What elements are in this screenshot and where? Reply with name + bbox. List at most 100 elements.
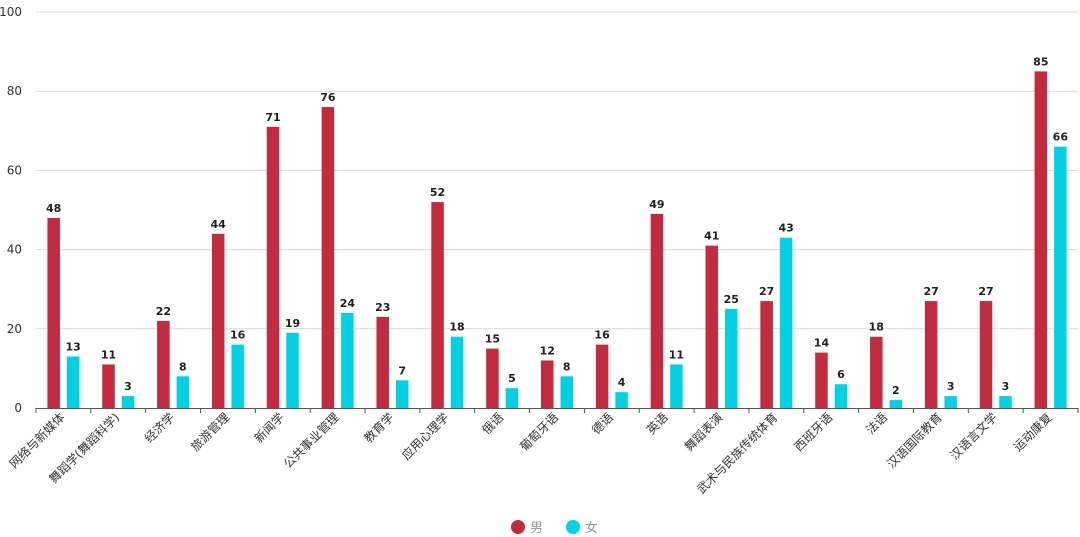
bar-male[interactable] bbox=[321, 107, 335, 408]
y-tick-label: 80 bbox=[7, 84, 22, 98]
x-category-label: 西班牙语 bbox=[791, 410, 835, 454]
bar-male[interactable] bbox=[870, 336, 883, 408]
data-label: 3 bbox=[124, 380, 132, 393]
data-label: 23 bbox=[375, 301, 390, 314]
bar-male[interactable] bbox=[102, 364, 115, 408]
data-label: 8 bbox=[179, 360, 187, 373]
bar-female[interactable] bbox=[944, 396, 957, 408]
bar-male[interactable] bbox=[705, 245, 719, 408]
data-label: 15 bbox=[485, 333, 500, 346]
data-label: 6 bbox=[837, 368, 845, 381]
bar-female[interactable] bbox=[231, 344, 244, 408]
data-label: 22 bbox=[156, 305, 171, 318]
y-tick-label: 0 bbox=[14, 401, 22, 415]
x-category-label: 葡萄牙语 bbox=[517, 410, 561, 454]
bar-female[interactable] bbox=[341, 312, 354, 408]
y-tick-label: 100 bbox=[0, 5, 22, 19]
bar-male[interactable] bbox=[157, 320, 170, 408]
data-label: 14 bbox=[814, 337, 830, 350]
bar-female[interactable] bbox=[560, 376, 574, 408]
x-axis: 网络与新媒体舞蹈学(舞蹈科学) 经济学 旅游管理 新闻学公共事业管理 教育学 应用心理学俄… bbox=[6, 408, 1079, 496]
data-label: 3 bbox=[947, 380, 955, 393]
bar-female[interactable] bbox=[1054, 146, 1067, 408]
legend-item-female[interactable]: 女 bbox=[566, 520, 598, 536]
data-label: 76 bbox=[320, 91, 336, 104]
bar-male[interactable] bbox=[924, 301, 938, 408]
data-label: 27 bbox=[978, 285, 993, 298]
legend[interactable]: 男女 bbox=[511, 520, 598, 536]
data-label: 7 bbox=[398, 364, 406, 377]
bar-female[interactable] bbox=[450, 336, 464, 408]
data-label: 12 bbox=[540, 344, 555, 357]
bar-male[interactable] bbox=[979, 301, 993, 408]
data-label: 4 bbox=[618, 376, 626, 389]
data-label: 8 bbox=[563, 360, 571, 373]
data-label: 5 bbox=[508, 372, 516, 385]
data-label: 19 bbox=[285, 317, 300, 330]
data-label: 44 bbox=[211, 218, 227, 231]
bar-male[interactable] bbox=[650, 213, 664, 408]
data-label: 11 bbox=[669, 348, 684, 361]
legend-item-male[interactable]: 男 bbox=[511, 520, 543, 536]
x-category-label: 经济学 bbox=[141, 410, 177, 446]
x-category-label: 旅游管理 bbox=[188, 410, 233, 455]
x-category-label: 网络与新媒体 bbox=[6, 410, 68, 472]
bar-female[interactable] bbox=[615, 392, 628, 408]
bar-male[interactable] bbox=[815, 352, 828, 408]
x-category-label: 法语 bbox=[863, 410, 890, 437]
bar-male[interactable] bbox=[266, 126, 280, 408]
x-category-label: 公共事业管理 bbox=[280, 410, 342, 472]
y-tick-label: 60 bbox=[7, 163, 22, 177]
data-label: 43 bbox=[778, 222, 793, 235]
x-category-label: 运动康复 bbox=[1010, 410, 1055, 455]
bar-male[interactable] bbox=[47, 217, 60, 408]
bar-male[interactable] bbox=[211, 233, 225, 408]
x-category-label: 舞蹈表演 bbox=[681, 410, 726, 455]
bar-male[interactable] bbox=[431, 202, 444, 408]
bar-female[interactable] bbox=[999, 396, 1012, 408]
bar-female[interactable] bbox=[66, 356, 80, 408]
data-label: 27 bbox=[759, 285, 774, 298]
bar-male[interactable] bbox=[595, 344, 609, 408]
bar-male[interactable] bbox=[376, 316, 389, 408]
legend-marker bbox=[511, 520, 525, 534]
legend-label: 女 bbox=[585, 520, 598, 536]
data-label: 18 bbox=[869, 321, 884, 334]
data-label: 66 bbox=[1053, 131, 1069, 144]
bar-female[interactable] bbox=[121, 396, 135, 408]
bar-male[interactable] bbox=[760, 301, 773, 408]
bar-female[interactable] bbox=[725, 309, 738, 408]
bar-male[interactable] bbox=[541, 360, 554, 408]
x-category-label: 德语 bbox=[588, 410, 616, 438]
x-category-label: 俄语 bbox=[479, 410, 506, 437]
bar-female[interactable] bbox=[670, 364, 683, 408]
bar-male[interactable] bbox=[1034, 71, 1048, 409]
data-label: 25 bbox=[724, 293, 739, 306]
x-category-label: 应用心理学 bbox=[398, 410, 451, 463]
bar-male[interactable] bbox=[486, 348, 499, 408]
legend-label: 男 bbox=[530, 521, 543, 536]
data-label: 49 bbox=[649, 198, 664, 211]
bar-female[interactable] bbox=[176, 376, 190, 408]
data-label: 2 bbox=[892, 384, 900, 397]
bar-female[interactable] bbox=[505, 388, 519, 408]
data-label: 13 bbox=[66, 341, 81, 354]
data-label: 52 bbox=[430, 186, 445, 199]
data-label: 85 bbox=[1033, 55, 1048, 68]
legend-marker bbox=[566, 520, 580, 534]
bar-female[interactable] bbox=[395, 380, 409, 408]
data-label: 71 bbox=[265, 111, 280, 124]
bar-female[interactable] bbox=[834, 384, 848, 408]
data-label: 3 bbox=[1002, 380, 1010, 393]
x-category-label: 汉语言文学 bbox=[947, 410, 1000, 463]
data-label: 24 bbox=[340, 297, 356, 310]
data-label: 16 bbox=[594, 329, 610, 342]
data-label: 48 bbox=[46, 202, 61, 215]
bar-female[interactable] bbox=[889, 400, 903, 408]
bar-female[interactable] bbox=[286, 332, 299, 408]
bar-female[interactable] bbox=[779, 237, 793, 408]
data-label: 11 bbox=[101, 348, 116, 361]
data-label: 41 bbox=[704, 230, 719, 243]
